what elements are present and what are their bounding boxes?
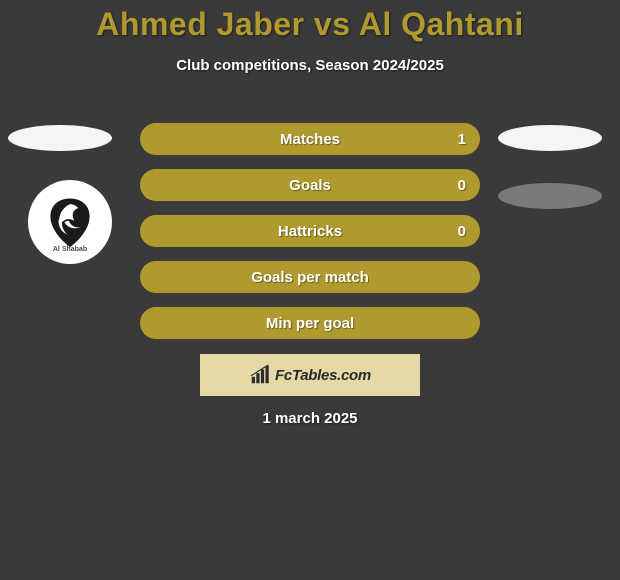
date-label: 1 march 2025 [0,410,620,427]
page-title: Ahmed Jaber vs Al Qahtani [0,0,620,43]
watermark-text: FcTables.com [275,367,371,384]
stat-bar-matches: Matches 1 [140,123,480,155]
stat-label: Goals [289,177,331,194]
stat-value: 0 [458,177,466,194]
watermark: FcTables.com [200,354,420,396]
stat-label: Goals per match [251,269,369,286]
flag-placeholder [8,125,112,151]
flag-placeholder [498,125,602,151]
stat-label: Hattricks [278,223,342,240]
stat-bar-min-per-goal: Min per goal [140,307,480,339]
stat-bar-hattricks: Hattricks 0 [140,215,480,247]
shield-swirl-icon [42,194,98,250]
stat-label: Matches [280,131,340,148]
subtitle: Club competitions, Season 2024/2025 [0,57,620,74]
left-flags-column [8,125,112,151]
stats-bars: Matches 1 Goals 0 Hattricks 0 Goals per … [140,123,480,339]
flag-placeholder [498,183,602,209]
right-flags-column [498,125,602,209]
club-name-label: Al Shabab [28,246,112,253]
stat-bar-goals: Goals 0 [140,169,480,201]
stat-bar-goals-per-match: Goals per match [140,261,480,293]
stat-value: 0 [458,223,466,240]
stat-label: Min per goal [266,315,354,332]
stat-value: 1 [458,131,466,148]
bar-chart-icon [249,364,271,386]
